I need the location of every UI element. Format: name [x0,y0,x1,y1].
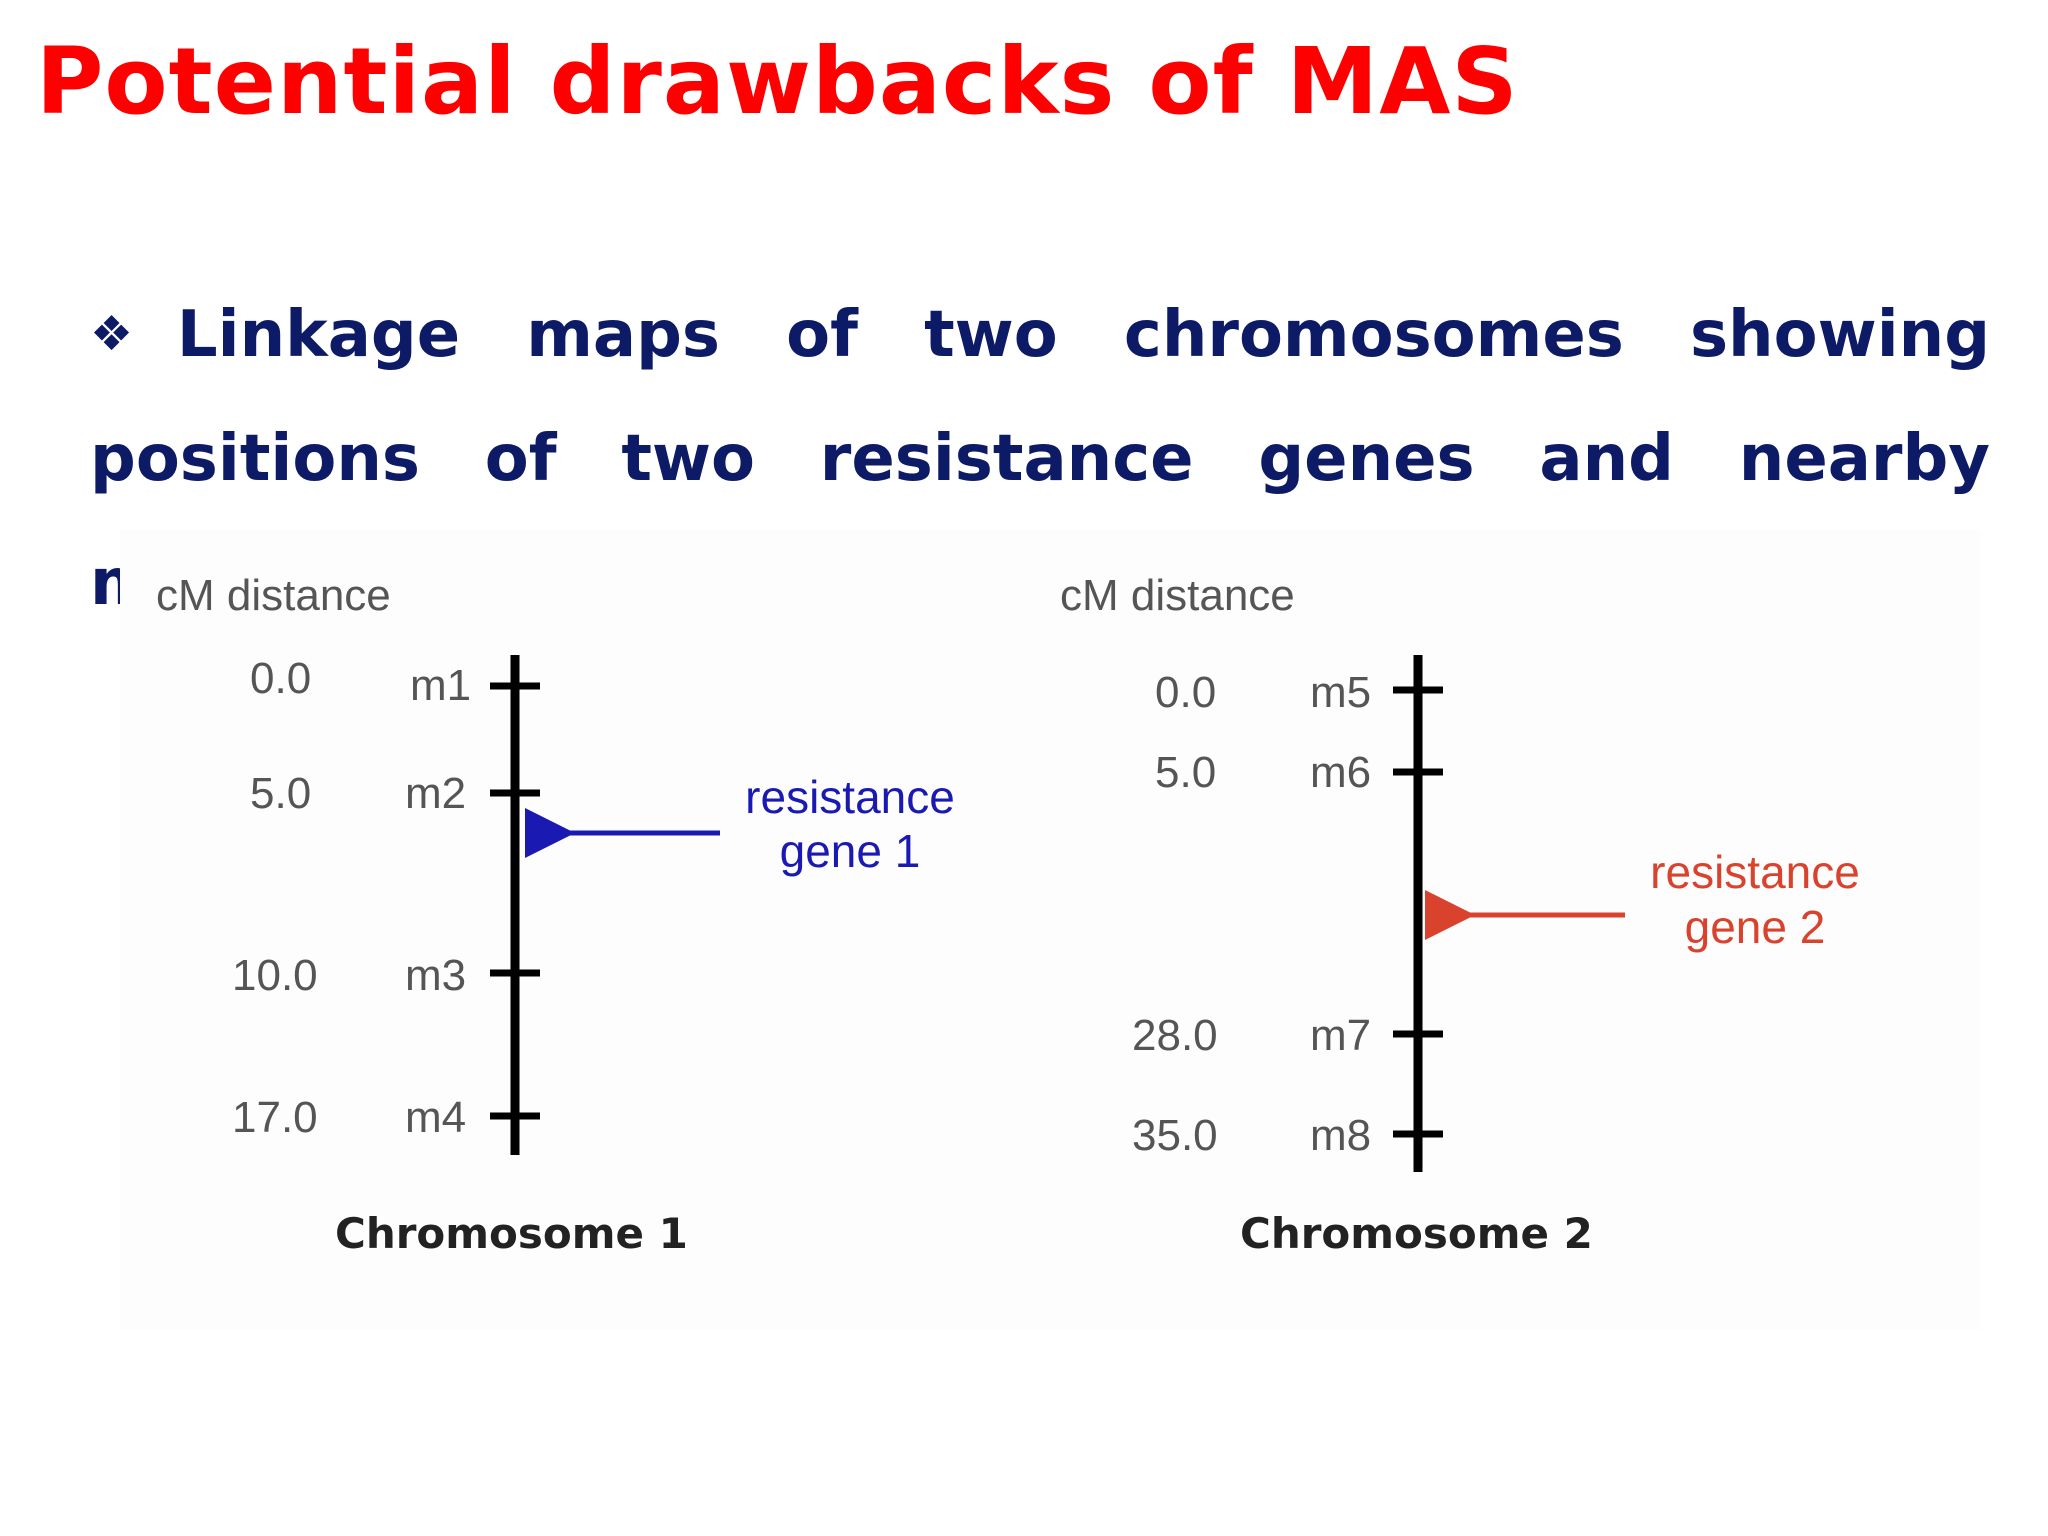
chromosome-2-marker-name: m5 [1310,668,1371,717]
gene-2-label-line2: gene 2 [1685,901,1826,953]
chromosome-2-marker-name: m6 [1310,748,1371,797]
chromosome-1-marker-name: m3 [405,951,466,1000]
chromosome-1-axis-label: cM distance [156,571,391,620]
chromosome-1-marker-name: m4 [405,1093,466,1142]
gene-1-label-line1: resistance [745,771,955,823]
chromosome-2-marker-name: m7 [1310,1011,1371,1060]
bullet-diamond-icon: ❖ [90,306,177,362]
gene-2-label-line1: resistance [1650,846,1860,898]
chromosome-2-distance: 5.0 [1155,748,1216,797]
chromosome-2-map: cM distance 0.0 5.0 28.0 35.0 m5 m6 m7 m… [1060,571,1860,1258]
chromosome-1-distance: 17.0 [232,1093,318,1142]
chromosome-2-name: Chromosome 2 [1240,1209,1593,1258]
chromosome-1-distance: 5.0 [250,769,311,818]
chromosome-2-distance: 35.0 [1132,1111,1218,1160]
chromosome-1-map: cM distance 0.0 5.0 10.0 17.0 m1 m2 m3 m… [156,571,955,1258]
chromosome-1-distance: 10.0 [232,951,318,1000]
chromosome-2-distance: 0.0 [1155,668,1216,717]
gene-1-label-line2: gene 1 [780,825,921,877]
chromosome-2-axis-label: cM distance [1060,571,1295,620]
linkage-map-figure: cM distance 0.0 5.0 10.0 17.0 m1 m2 m3 m… [120,530,1980,1330]
chromosome-1-name: Chromosome 1 [335,1209,688,1258]
chromosome-1-distance: 0.0 [250,654,311,703]
chromosome-2-marker-name: m8 [1310,1111,1371,1160]
slide-title: Potential drawbacks of MAS [36,28,1519,135]
chromosome-2-distance: 28.0 [1132,1011,1218,1060]
linkage-map-diagram: cM distance 0.0 5.0 10.0 17.0 m1 m2 m3 m… [156,571,1860,1258]
chromosome-1-marker-name: m1 [410,661,471,710]
chromosome-1-marker-name: m2 [405,769,466,818]
